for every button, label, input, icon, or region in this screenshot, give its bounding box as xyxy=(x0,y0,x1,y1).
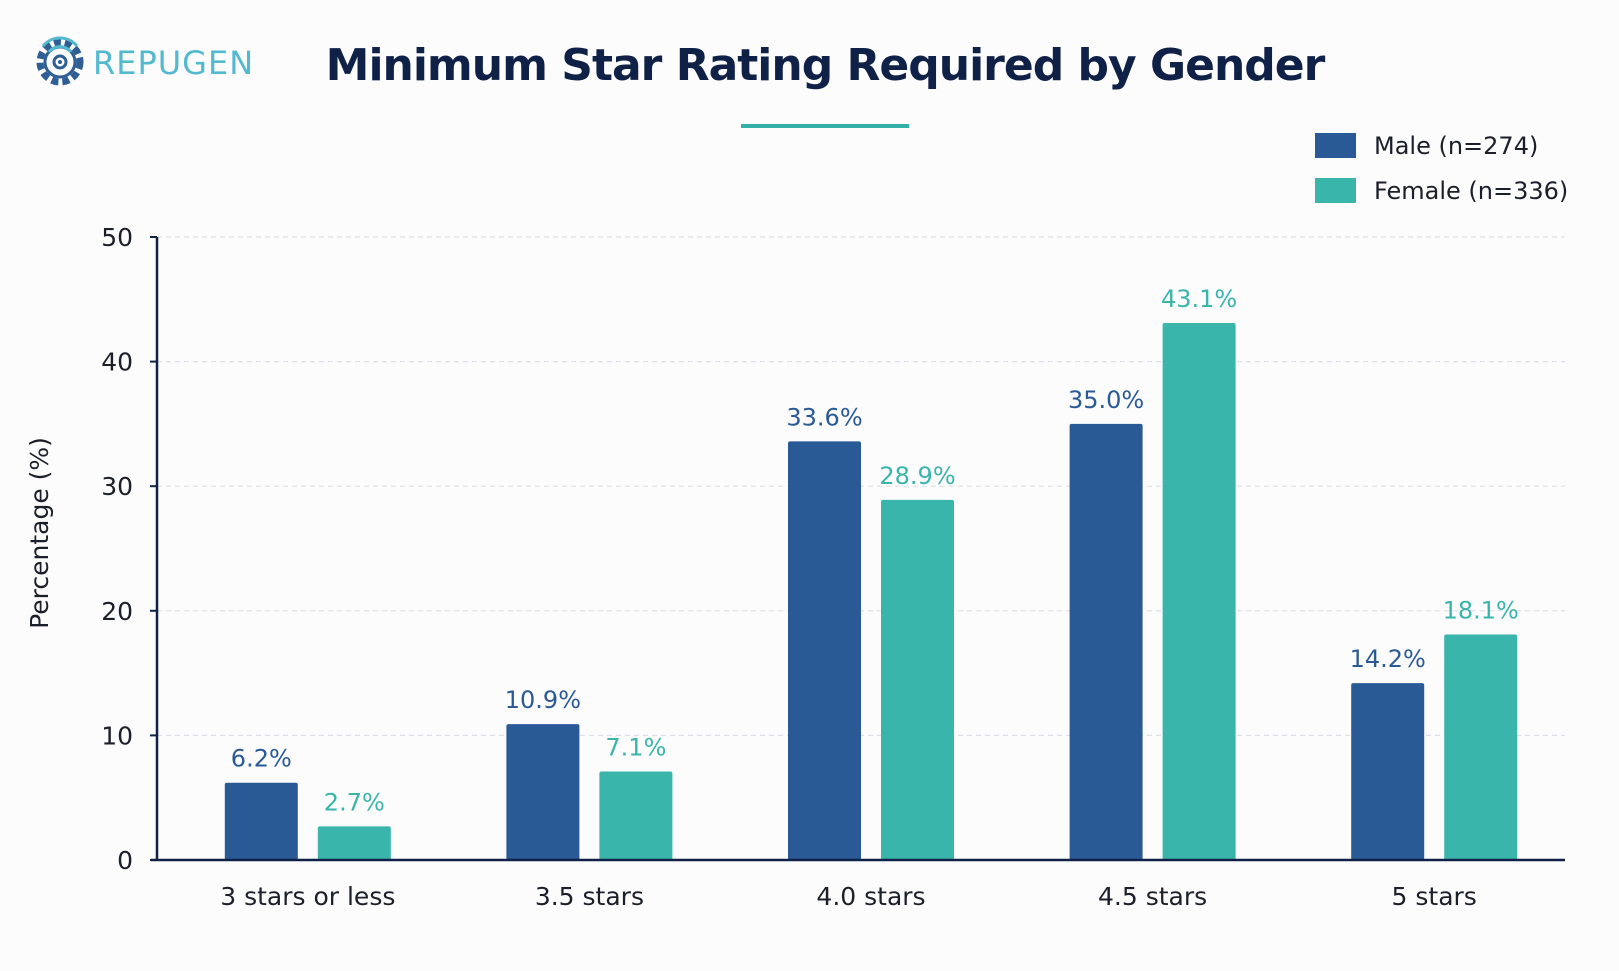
value-label-female: 2.7% xyxy=(324,788,385,816)
y-tick-label: 0 xyxy=(117,846,133,875)
value-label-female: 43.1% xyxy=(1161,285,1237,313)
y-tick-label: 50 xyxy=(101,223,133,252)
legend-label-female: Female (n=336) xyxy=(1374,177,1568,205)
y-axis-ticks: 0 10 20 30 40 50 xyxy=(101,223,157,875)
y-tick-label: 40 xyxy=(101,348,133,377)
bar-male xyxy=(1351,683,1425,860)
x-tick-label: 4.5 stars xyxy=(1098,882,1207,911)
bar-male xyxy=(224,782,298,860)
value-label-male: 35.0% xyxy=(1068,386,1144,414)
gear-wifi-icon xyxy=(36,36,84,86)
legend-label-male: Male (n=274) xyxy=(1374,132,1538,160)
bar-male xyxy=(1069,423,1143,860)
bar-male xyxy=(788,441,861,860)
legend-swatch-male xyxy=(1315,133,1356,158)
value-label-female: 7.1% xyxy=(605,734,666,762)
bar-female xyxy=(317,826,391,860)
x-tick-label: 4.0 stars xyxy=(816,882,925,911)
value-label-female: 18.1% xyxy=(1443,596,1519,624)
chart-title: Minimum Star Rating Required by Gender xyxy=(326,40,1326,91)
value-label-male: 10.9% xyxy=(505,686,581,714)
x-axis-ticks: 3 stars or less 3.5 stars 4.0 stars 4.5 sta… xyxy=(220,882,1477,911)
bar-female xyxy=(1162,322,1236,860)
legend-swatch-female xyxy=(1315,178,1356,203)
x-tick-label: 3 stars or less xyxy=(220,882,395,911)
legend: Male (n=274) Female (n=336) xyxy=(1315,132,1568,205)
value-label-male: 33.6% xyxy=(786,403,862,431)
bar-female xyxy=(1444,634,1518,860)
bar-male xyxy=(506,724,580,860)
y-tick-label: 10 xyxy=(101,721,133,750)
bar-female xyxy=(599,771,673,860)
value-label-male: 6.2% xyxy=(231,745,292,773)
bars xyxy=(224,322,1518,860)
value-label-male: 14.2% xyxy=(1350,645,1426,673)
x-tick-label: 3.5 stars xyxy=(535,882,644,911)
y-tick-label: 20 xyxy=(101,597,133,626)
bar-female xyxy=(881,499,954,860)
value-label-female: 28.9% xyxy=(879,462,955,490)
value-labels: 6.2% 2.7% 10.9% 7.1% 33.6% 28.9% 35.0% 43.1% 14.… xyxy=(231,285,1519,816)
y-axis-label: Percentage (%) xyxy=(25,437,54,629)
y-tick-label: 30 xyxy=(101,472,133,501)
x-tick-label: 5 stars xyxy=(1392,882,1477,911)
logo-text: REPUGEN xyxy=(93,44,254,82)
brand-logo: REPUGEN xyxy=(36,36,254,86)
